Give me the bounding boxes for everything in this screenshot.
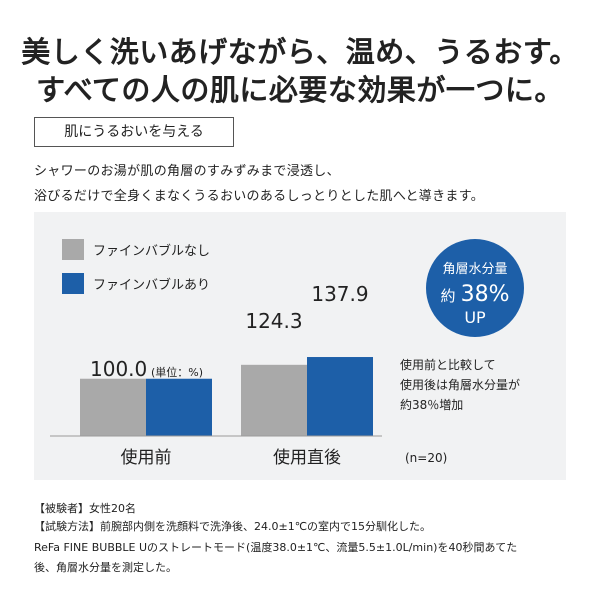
- footnote-subjects: 【被験者】女性20名: [34, 502, 136, 515]
- data-label-after-without: 124.3: [245, 309, 302, 333]
- legend-swatch-without: [62, 239, 84, 260]
- feature-tag: 肌にうるおいを与える: [34, 117, 234, 147]
- headline-line-2: すべての人の肌に必要な効果が一つに。: [36, 73, 564, 107]
- headline-line-1: 美しく洗いあげながら、温め、うるおす。: [21, 35, 579, 69]
- footnote-method-3: 後、角層水分量を測定した。: [34, 561, 177, 574]
- description-line-2: 浴びるだけで全身くまなくうるおいのあるしっとりとした肌へと導きます。: [34, 189, 484, 204]
- badge-value: 38%: [461, 282, 510, 307]
- badge-prefix: 約: [440, 287, 455, 305]
- footnote-method-1: 【試験方法】前腕部内側を洗顔料で洗浄後、24.0±1℃の室内で15分馴化した。: [34, 520, 432, 533]
- legend-label-without: ファインバブルなし: [93, 243, 210, 259]
- description-line-1: シャワーのお湯が肌の角層のすみずみまで浸透し、: [34, 164, 340, 179]
- badge-value-line: 約 38%: [440, 282, 509, 307]
- bar-after-without: [241, 364, 307, 436]
- bar-before-with: [146, 378, 212, 436]
- comparison-note-line-2: 使用後は角層水分量が: [400, 377, 520, 392]
- increase-badge: [426, 239, 524, 337]
- bar-before-without: [80, 378, 146, 436]
- sample-size-note: (n=20): [405, 451, 447, 465]
- data-label-after-with: 137.9: [311, 282, 368, 306]
- legend-swatch-with: [62, 273, 84, 294]
- legend-label-with: ファインバブルあり: [93, 277, 210, 293]
- bar-after-with: [307, 357, 373, 436]
- comparison-note-line-1: 使用前と比較して: [400, 357, 496, 372]
- unit-note: (単位：%): [151, 365, 203, 379]
- category-label-after: 使用直後: [273, 447, 341, 468]
- footnote-method-2: ReFa FINE BUBBLE Uのストレートモード(温度38.0±1℃、流量…: [34, 541, 518, 554]
- comparison-note-line-3: 約38％増加: [400, 397, 463, 412]
- category-label-before: 使用前: [121, 447, 172, 468]
- data-label-before: 100.0: [90, 357, 147, 381]
- badge-suffix: UP: [464, 308, 486, 327]
- badge-line-1: 角層水分量: [442, 262, 507, 277]
